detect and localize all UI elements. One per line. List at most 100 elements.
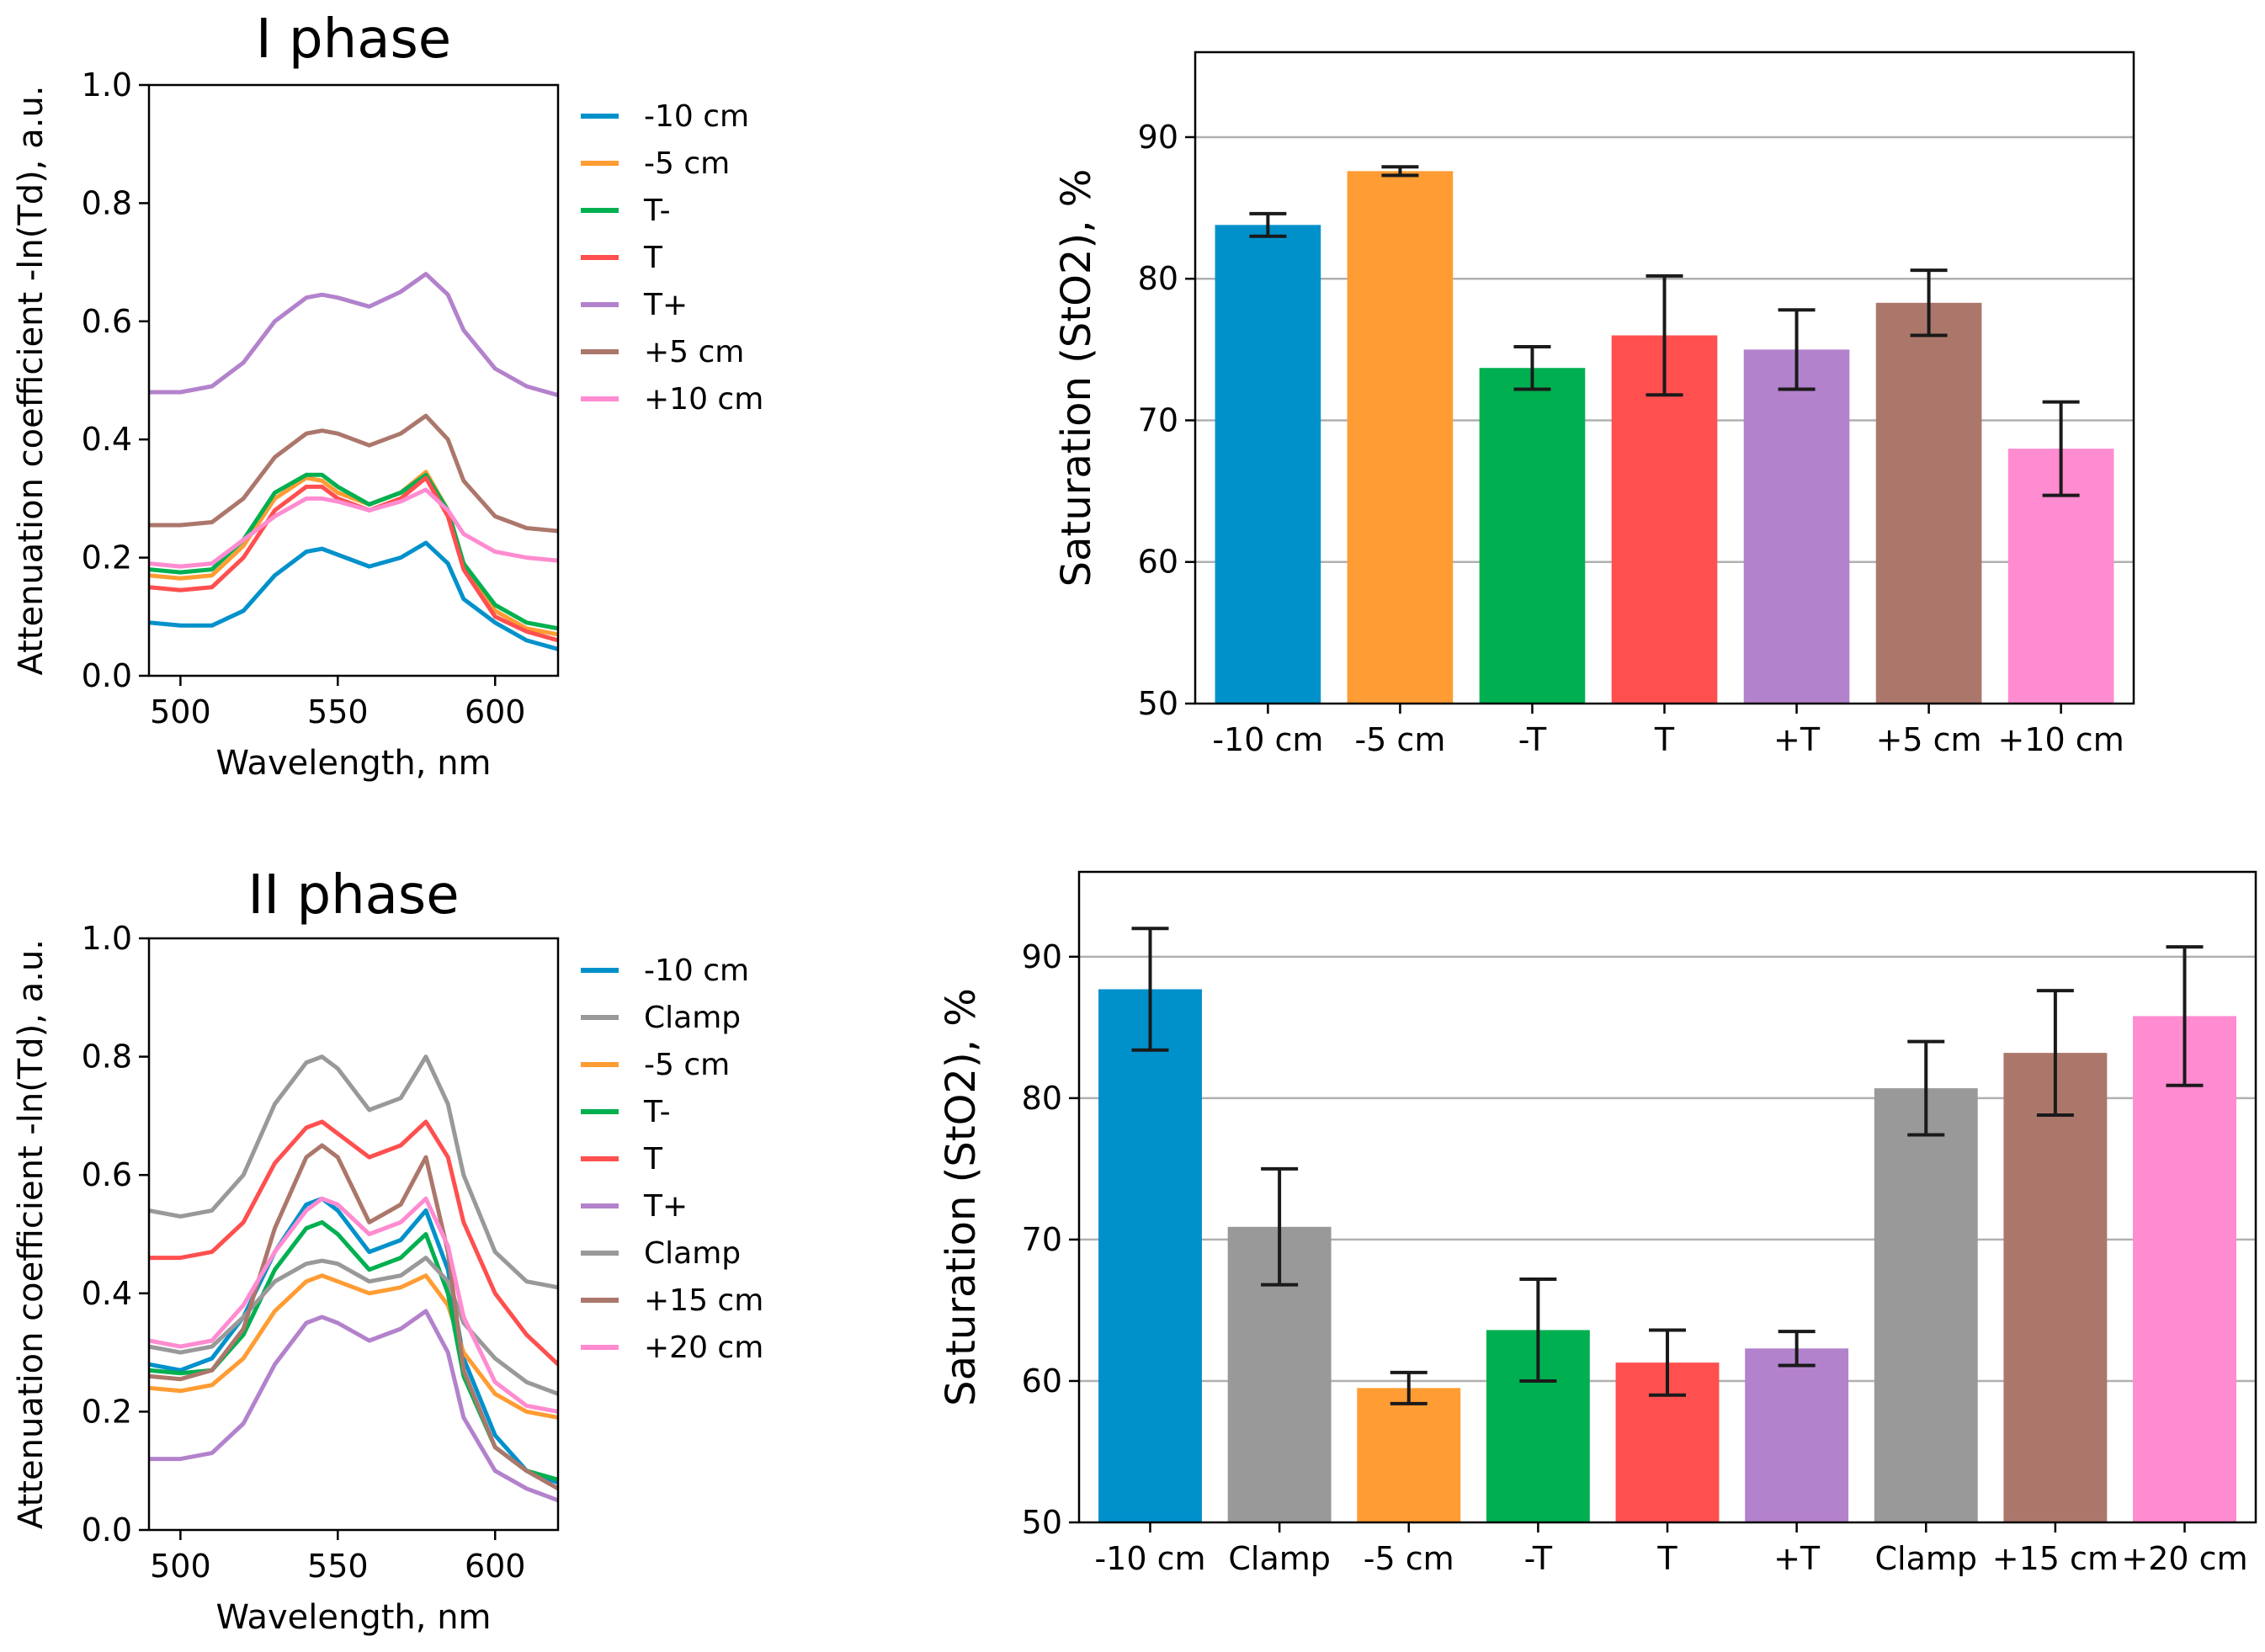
x-axis-label: Wavelength, nm — [215, 1598, 491, 1637]
y-tick-label: 1.0 — [82, 920, 132, 957]
y-tick-label: 0.0 — [82, 657, 132, 694]
category-label-9: +20 cm — [2121, 1540, 2247, 1577]
y-tick-label: 90 — [1138, 119, 1178, 156]
bar-6 — [1745, 1348, 1849, 1522]
legend-label-4: T- — [643, 1095, 671, 1129]
legend-label-1: -10 cm — [644, 953, 749, 988]
bars-phase-2-panel: -10 cm Clamp -5 cm -T T +T Clamp +15 cm +20 cm 50… — [938, 870, 2257, 1577]
legend-label-4: T — [643, 241, 663, 275]
category-label-5: T — [1656, 1540, 1677, 1577]
legend-label-7: +10 cm — [644, 382, 763, 417]
y-tick-label: 50 — [1138, 685, 1178, 722]
legend-label-8: +15 cm — [644, 1283, 763, 1318]
y-tick-label: 80 — [1138, 260, 1178, 297]
legend-label-9: +20 cm — [644, 1331, 763, 1365]
plot-frame — [147, 83, 560, 677]
y-tick-label: 0.2 — [82, 539, 132, 576]
y-tick-label: 80 — [1022, 1080, 1062, 1117]
bar-1 — [1215, 225, 1321, 704]
category-label-3: -5 cm — [1364, 1540, 1454, 1577]
category-label-5: +T — [1773, 721, 1821, 758]
legend-label-5: T — [643, 1142, 663, 1177]
category-label-2: -5 cm — [1354, 721, 1445, 758]
bar-7 — [1874, 1088, 1978, 1522]
y-tick-label: 0.8 — [82, 1038, 132, 1076]
legend-label-7: Clamp — [644, 1236, 741, 1271]
spectra-phase-1-panel: I phase 0.0 0.2 0.4 0.6 0.8 1.0 500 550 600 Wavele… — [12, 8, 763, 783]
series-line-1 — [149, 540, 558, 651]
series-lines — [149, 1054, 558, 1503]
category-label-8: +15 cm — [1992, 1540, 2119, 1577]
bar-5 — [1743, 349, 1850, 704]
category-label-6: +T — [1773, 1540, 1821, 1577]
y-axis-label: Saturation (StO2), % — [1053, 169, 1100, 587]
y-axis-label: Attenuation coefficient -ln(Td), a.u. — [12, 939, 51, 1529]
y-tick-label: 0.4 — [82, 421, 132, 458]
category-label-4: T — [1654, 721, 1675, 758]
series-line-9 — [149, 1196, 558, 1414]
series-line-5 — [149, 1119, 558, 1367]
y-tick-label: 70 — [1022, 1221, 1062, 1258]
y-tick-label: 1.0 — [82, 66, 132, 104]
y-tick-label: 0.6 — [82, 303, 132, 340]
category-label-6: +5 cm — [1876, 721, 1982, 758]
series-line-1 — [149, 1196, 558, 1485]
legend-label-2: -5 cm — [644, 146, 730, 181]
plot-frame — [1077, 870, 2257, 1524]
x-tick-label: 600 — [465, 1548, 526, 1585]
category-label-1: -10 cm — [1094, 1540, 1205, 1577]
legend-label-3: -5 cm — [644, 1048, 730, 1082]
category-label-7: Clamp — [1874, 1540, 1977, 1577]
bar-3 — [1357, 1388, 1461, 1522]
series-line-3 — [149, 1273, 558, 1420]
category-label-2: Clamp — [1228, 1540, 1331, 1577]
chart-title: I phase — [256, 8, 451, 71]
plot-frame — [147, 937, 560, 1532]
y-tick-label: 0.4 — [82, 1275, 132, 1312]
y-tick-label: 70 — [1138, 401, 1178, 438]
chart-title: II phase — [247, 864, 459, 927]
legend-label-1: -10 cm — [644, 99, 749, 134]
y-tick-label: 0.6 — [82, 1156, 132, 1193]
y-axis-label: Saturation (StO2), % — [938, 988, 985, 1406]
x-tick-label: 550 — [307, 1548, 369, 1585]
bar-8 — [2003, 1053, 2108, 1522]
series-line-7 — [149, 487, 558, 569]
series-line-8 — [149, 1143, 558, 1490]
y-tick-label: 0.8 — [82, 184, 132, 221]
bar-4 — [1611, 335, 1718, 704]
x-tick-label: 550 — [307, 693, 369, 730]
legend-label-5: T+ — [643, 288, 688, 322]
category-label-3: -T — [1518, 721, 1547, 758]
x-tick-label: 500 — [150, 1548, 211, 1585]
series-line-7 — [149, 1256, 558, 1396]
bar-9 — [2133, 1016, 2236, 1522]
y-tick-label: 60 — [1138, 544, 1178, 581]
bar-1 — [1098, 989, 1202, 1522]
series-line-4 — [149, 1219, 558, 1482]
category-label-1: -10 cm — [1212, 721, 1323, 758]
y-tick-label: 60 — [1022, 1363, 1062, 1400]
legend-label-3: T- — [643, 194, 671, 228]
series-lines — [149, 272, 558, 651]
series-line-6 — [149, 413, 558, 534]
y-tick-label: 0.0 — [82, 1511, 132, 1548]
y-tick-label: 50 — [1022, 1504, 1062, 1541]
series-line-5 — [149, 272, 558, 398]
bar-3 — [1479, 368, 1586, 704]
bars-phase-1-panel: -10 cm -5 cm -T T +T +5 cm +10 cm 50 60 70 80 90 Sat… — [1053, 50, 2135, 758]
plot-frame — [1194, 50, 2135, 705]
legend-label-2: Clamp — [644, 1001, 741, 1035]
bar-2 — [1347, 171, 1454, 704]
series-line-3 — [149, 472, 558, 631]
x-axis-label: Wavelength, nm — [215, 744, 491, 783]
series-line-6 — [149, 1309, 558, 1503]
spectra-phase-2-panel: II phase 0.0 0.2 0.4 0.6 0.8 1.0 500 550 600 Wavel… — [12, 864, 763, 1637]
bar-6 — [1875, 302, 1982, 704]
series-line-2 — [149, 1054, 558, 1290]
legend-label-6: T+ — [643, 1189, 688, 1224]
category-label-7: +10 cm — [1998, 721, 2124, 758]
y-tick-label: 0.2 — [82, 1393, 132, 1430]
x-tick-label: 600 — [465, 693, 526, 730]
